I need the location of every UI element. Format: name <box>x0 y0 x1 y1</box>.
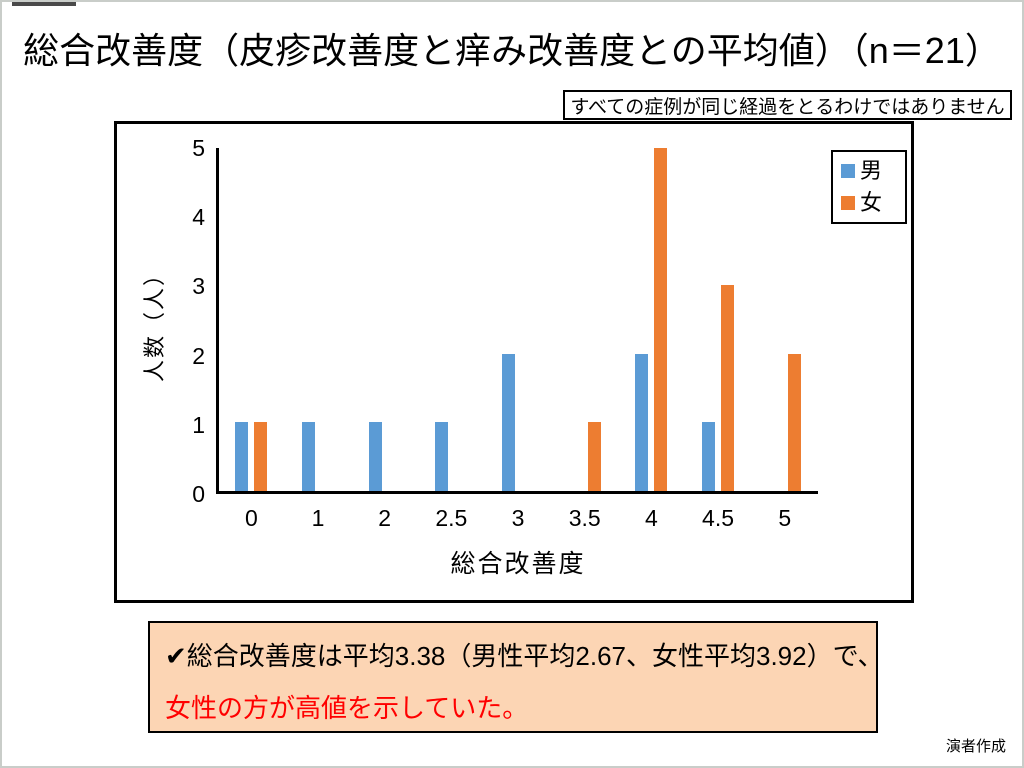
x-tick-labels: 0 1 2 2.5 3 3.5 4 4.5 5 <box>218 505 818 532</box>
bar-男-4 <box>635 353 649 491</box>
x-tick-5: 5 <box>778 505 792 531</box>
y-axis-title: 人数（人） <box>142 262 167 383</box>
chart-legend: 男 女 <box>831 150 907 224</box>
bar-group-1 <box>285 148 352 491</box>
bar-group-2.5 <box>418 148 485 491</box>
x-tick-4.5: 4.5 <box>702 505 735 531</box>
bar-男-2 <box>368 422 382 491</box>
y-tick-5: 5 <box>192 135 205 161</box>
bar-group-4 <box>618 148 685 491</box>
summary-line-2: 女性の方が高値を示していた。 <box>165 693 529 723</box>
x-axis-title: 総合改善度 <box>450 550 586 578</box>
bar-男-1 <box>302 422 315 491</box>
legend-item-male: 男 <box>841 160 899 182</box>
credit-text: 演者作成 <box>945 738 1006 755</box>
x-tick-2.5: 2.5 <box>435 505 468 531</box>
bar-group-2 <box>351 148 418 491</box>
bar-男-0 <box>235 422 249 491</box>
bar-女-3.5 <box>587 422 601 491</box>
bar-女-0 <box>254 422 268 491</box>
x-tick-4: 4 <box>644 505 658 531</box>
bar-group-3.5 <box>551 148 618 491</box>
bar-group-5 <box>751 148 818 491</box>
y-tick-4: 4 <box>192 204 205 231</box>
y-tick-2: 2 <box>192 342 205 369</box>
x-tick-0: 0 <box>244 505 258 531</box>
y-axis-line <box>216 148 219 494</box>
bar-女-4.5 <box>721 285 735 491</box>
bar-男-4.5 <box>702 422 716 491</box>
caption-note-text: すべての症例が同じ経過をとるわけではありません <box>570 96 1005 118</box>
bar-group-0 <box>218 148 285 491</box>
bar-男-3 <box>502 353 516 491</box>
summary-line-1: ✔総合改善度は平均3.38（男性平均2.67、女性平均3.92）で、 <box>165 641 884 671</box>
x-tick-1: 1 <box>311 505 325 531</box>
x-tick-3: 3 <box>511 505 525 531</box>
female-series-swatch <box>841 196 855 210</box>
legend-item-female: 女 <box>841 192 899 214</box>
bar-男-2.5 <box>435 422 449 491</box>
legend-label-male: 男 <box>860 158 883 183</box>
x-tick-3.5: 3.5 <box>568 505 601 531</box>
bar-group-4.5 <box>685 148 752 491</box>
x-axis-line <box>216 491 818 494</box>
legend-label-female: 女 <box>860 190 883 215</box>
plot-bars <box>218 148 818 491</box>
y-tick-1: 1 <box>192 411 205 438</box>
chart-area: 人数（人） 0 1 2 3 4 5 0 1 2 2.5 3 3.5 4 4.5 5 総合改善度 男 女 <box>114 121 914 603</box>
x-tick-2: 2 <box>378 505 392 531</box>
bar-女-5 <box>787 353 801 491</box>
caption-note-box: すべての症例が同じ経過をとるわけではありません <box>563 90 1012 120</box>
y-tick-0: 0 <box>192 481 205 507</box>
bar-group-3 <box>485 148 552 491</box>
page-title: 総合改善度（皮疹改善度と痒み改善度との平均値）（n＝21） <box>23 30 1001 71</box>
summary-box: ✔総合改善度は平均3.38（男性平均2.67、女性平均3.92）で、 女性の方が… <box>148 621 884 733</box>
bar-女-4 <box>654 148 668 491</box>
male-series-swatch <box>841 164 855 178</box>
y-tick-3: 3 <box>192 273 205 300</box>
screen-edge-artifact <box>12 2 76 6</box>
